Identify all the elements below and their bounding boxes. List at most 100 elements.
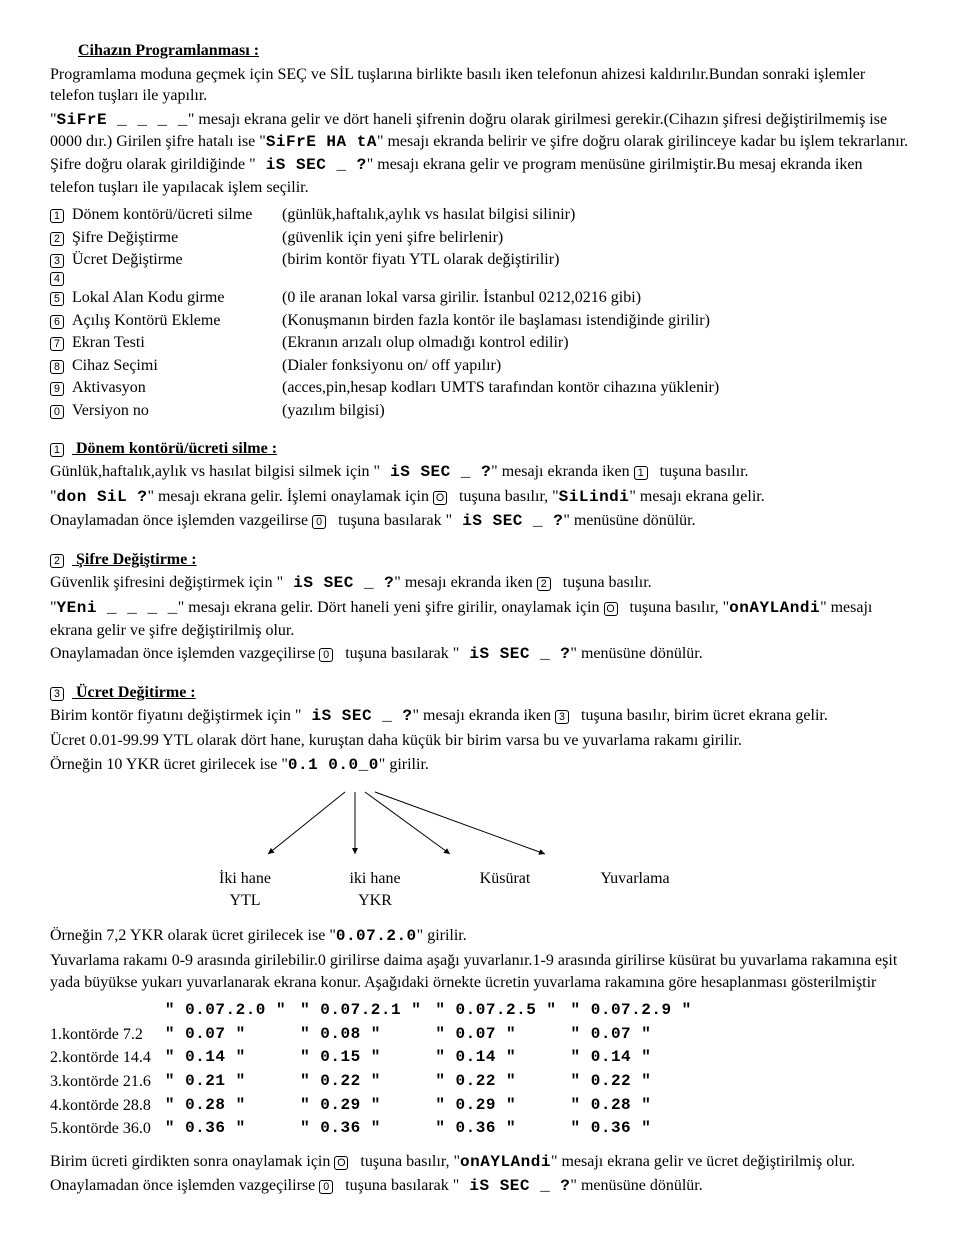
menu-label: Ücret Değiştirme xyxy=(72,249,282,271)
section-3-line-1: Birim kontör fiyatını değiştirmek için "… xyxy=(50,705,910,728)
rate-cell: " 0.22 " xyxy=(571,1070,706,1094)
key-icon: 5 xyxy=(50,292,64,306)
menu-row: 9 Aktivasyon(acces,pin,hesap kodları UMTS… xyxy=(50,377,910,399)
intro-paragraph-1: Programlama moduna geçmek için SEÇ ve Sİ… xyxy=(50,64,910,107)
rate-cell: " 0.36 " xyxy=(300,1117,435,1141)
section-3-end-2: Onaylamadan önce işlemden vazgeçilirse 0… xyxy=(50,1175,910,1198)
table-row: 1.kontörde 7.2" 0.07 "" 0.08 "" 0.07 "" … xyxy=(50,1023,706,1047)
menu-desc: (günlük,haftalık,aylık vs hasılat bilgis… xyxy=(282,204,575,226)
section-2-line-3: Onaylamadan önce işlemden vazgeçilirse 0… xyxy=(50,643,910,666)
rate-row-label: 1.kontörde 7.2 xyxy=(50,1023,165,1047)
menu-row: 3 Ücret Değiştirme(birim kontör fiyatı YT… xyxy=(50,249,910,271)
table-row: 4.kontörde 28.8" 0.28 "" 0.29 "" 0.29 ""… xyxy=(50,1094,706,1118)
rate-header-cell: " 0.07.2.1 " xyxy=(300,999,435,1023)
arrow-label: İki haneYTL xyxy=(200,868,290,911)
menu-row: 1Dönem kontörü/ücreti silme(günlük,hafta… xyxy=(50,204,910,226)
rate-cell: " 0.36 " xyxy=(571,1117,706,1141)
menu-label: Cihaz Seçimi xyxy=(72,355,282,377)
menu-row: 0Versiyon no(yazılım bilgisi) xyxy=(50,400,910,422)
menu-row: 7 Ekran Testi(Ekranın arızalı olup olmadı… xyxy=(50,332,910,354)
menu-desc: (Konuşmanın birden fazla kontör ile başl… xyxy=(282,310,710,332)
rate-cell: " 0.07 " xyxy=(165,1023,300,1047)
menu-row: 5 Lokal Alan Kodu girme(0 ile aranan loka… xyxy=(50,287,910,309)
rate-cell: " 0.22 " xyxy=(300,1070,435,1094)
menu-desc: (0 ile aranan lokal varsa girilir. İstan… xyxy=(282,287,641,309)
section-3-heading: 3 Ücret Değitirme : xyxy=(50,682,910,704)
key-icon: 9 xyxy=(50,382,64,396)
menu-row: 2 Şifre Değiştirme(güvenlik için yeni şif… xyxy=(50,227,910,249)
arrow-labels: İki haneYTLiki haneYKRKüsüratYuvarlama xyxy=(200,868,910,911)
menu-desc: (birim kontör fiyatı YTL olarak değiştir… xyxy=(282,249,559,271)
arrow-label: iki haneYKR xyxy=(330,868,420,911)
section-2-line-1: Güvenlik şifresini değiştirmek için " iS… xyxy=(50,572,910,595)
menu-desc: (Ekranın arızalı olup olmadığı kontrol e… xyxy=(282,332,569,354)
rate-header-cell: " 0.07.2.9 " xyxy=(571,999,706,1023)
menu-list: 1Dönem kontörü/ücreti silme(günlük,hafta… xyxy=(50,204,910,421)
rate-cell: " 0.14 " xyxy=(165,1046,300,1070)
section-3-line-3: Örneğin 10 YKR ücret girilecek ise "0.1 … xyxy=(50,754,910,777)
rate-cell: " 0.15 " xyxy=(300,1046,435,1070)
intro-paragraph-2: "SiFrE _ _ _ _" mesajı ekrana gelir ve d… xyxy=(50,109,910,198)
section-1-line-3: Onaylamadan önce işlemden vazgeilirse 0 … xyxy=(50,510,910,533)
lcd-is-sec: iS SEC _ ? xyxy=(256,156,367,174)
table-row: 3.kontörde 21.6" 0.21 "" 0.22 "" 0.22 ""… xyxy=(50,1070,706,1094)
key-icon: 7 xyxy=(50,337,64,351)
menu-label: Aktivasyon xyxy=(72,377,282,399)
rate-cell: " 0.28 " xyxy=(571,1094,706,1118)
menu-row: 8 Cihaz Seçimi(Dialer fonksiyonu on/ off … xyxy=(50,355,910,377)
section-3-example-3: Yuvarlama rakamı 0-9 arasında girilebili… xyxy=(50,950,910,993)
section-2-heading: 2 Şifre Değiştirme : xyxy=(50,549,910,571)
key-icon: 1 xyxy=(50,209,64,223)
rate-cell: " 0.08 " xyxy=(300,1023,435,1047)
rate-header-cell: " 0.07.2.0 " xyxy=(165,999,300,1023)
section-1-heading: 1 Dönem kontörü/ücreti silme : xyxy=(50,438,910,460)
menu-row: 6 Açılış Kontörü Ekleme(Konuşmanın birden… xyxy=(50,310,910,332)
section-2-line-2: "YEni _ _ _ _" mesajı ekrana gelir. Dört… xyxy=(50,597,910,641)
rate-cell: " 0.36 " xyxy=(435,1117,570,1141)
rate-row-label: 4.kontörde 28.8 xyxy=(50,1094,165,1118)
rate-cell: " 0.36 " xyxy=(165,1117,300,1141)
section-3-line-2: Ücret 0.01-99.99 YTL olarak dört hane, k… xyxy=(50,730,910,752)
table-row: 5.kontörde 36.0" 0.36 "" 0.36 "" 0.36 ""… xyxy=(50,1117,706,1141)
menu-desc: (Dialer fonksiyonu on/ off yapılır) xyxy=(282,355,501,377)
key-icon: 8 xyxy=(50,360,64,374)
key-icon: 4 xyxy=(50,272,64,286)
rate-cell: " 0.28 " xyxy=(165,1094,300,1118)
rate-row-label: 2.kontörde 14.4 xyxy=(50,1046,165,1070)
rate-cell: " 0.29 " xyxy=(300,1094,435,1118)
key-icon: 2 xyxy=(50,232,64,246)
section-1-line-2: "don SiL ?" mesajı ekrana gelir. İşlemi … xyxy=(50,486,910,509)
digit-arrow-diagram xyxy=(260,784,580,864)
rate-cell: " 0.14 " xyxy=(435,1046,570,1070)
menu-label: Lokal Alan Kodu girme xyxy=(72,287,282,309)
menu-label: Ekran Testi xyxy=(72,332,282,354)
key-icon: 1 xyxy=(50,443,64,457)
key-icon: 3 xyxy=(50,254,64,268)
rate-cell: " 0.07 " xyxy=(571,1023,706,1047)
key-icon: 6 xyxy=(50,315,64,329)
lcd-sifre-hata: SiFrE HA tA xyxy=(266,133,377,151)
rate-cell: " 0.29 " xyxy=(435,1094,570,1118)
menu-label: Şifre Değiştirme xyxy=(72,227,282,249)
section-3-example-2: Örneğin 7,2 YKR olarak ücret girilecek i… xyxy=(50,925,910,948)
table-row: 2.kontörde 14.4" 0.14 "" 0.15 "" 0.14 ""… xyxy=(50,1046,706,1070)
key-icon: 2 xyxy=(50,554,64,568)
arrow-label: Küsürat xyxy=(460,868,550,911)
key-icon: 3 xyxy=(50,687,64,701)
menu-desc: (acces,pin,hesap kodları UMTS tarafından… xyxy=(282,377,719,399)
rate-row-label: 3.kontörde 21.6 xyxy=(50,1070,165,1094)
rate-cell: " 0.07 " xyxy=(435,1023,570,1047)
key-icon: 0 xyxy=(50,405,64,419)
menu-label: Açılış Kontörü Ekleme xyxy=(72,310,282,332)
rounding-table: " 0.07.2.0 "" 0.07.2.1 "" 0.07.2.5 "" 0.… xyxy=(50,999,706,1141)
rate-header-cell: " 0.07.2.5 " xyxy=(435,999,570,1023)
rate-row-label: 5.kontörde 36.0 xyxy=(50,1117,165,1141)
page-title-line: Cihazın Programlanması : xyxy=(50,40,910,62)
menu-desc: (güvenlik için yeni şifre belirlenir) xyxy=(282,227,503,249)
lcd-sifre-prompt: SiFrE _ _ _ _ xyxy=(57,111,188,129)
section-3-end-1: Birim ücreti girdikten sonra onaylamak i… xyxy=(50,1151,910,1174)
rate-cell: " 0.22 " xyxy=(435,1070,570,1094)
section-1-line-1: Günlük,haftalık,aylık vs hasılat bilgisi… xyxy=(50,461,910,484)
page-title: Cihazın Programlanması : xyxy=(78,42,259,59)
menu-row: 4 xyxy=(50,272,910,286)
